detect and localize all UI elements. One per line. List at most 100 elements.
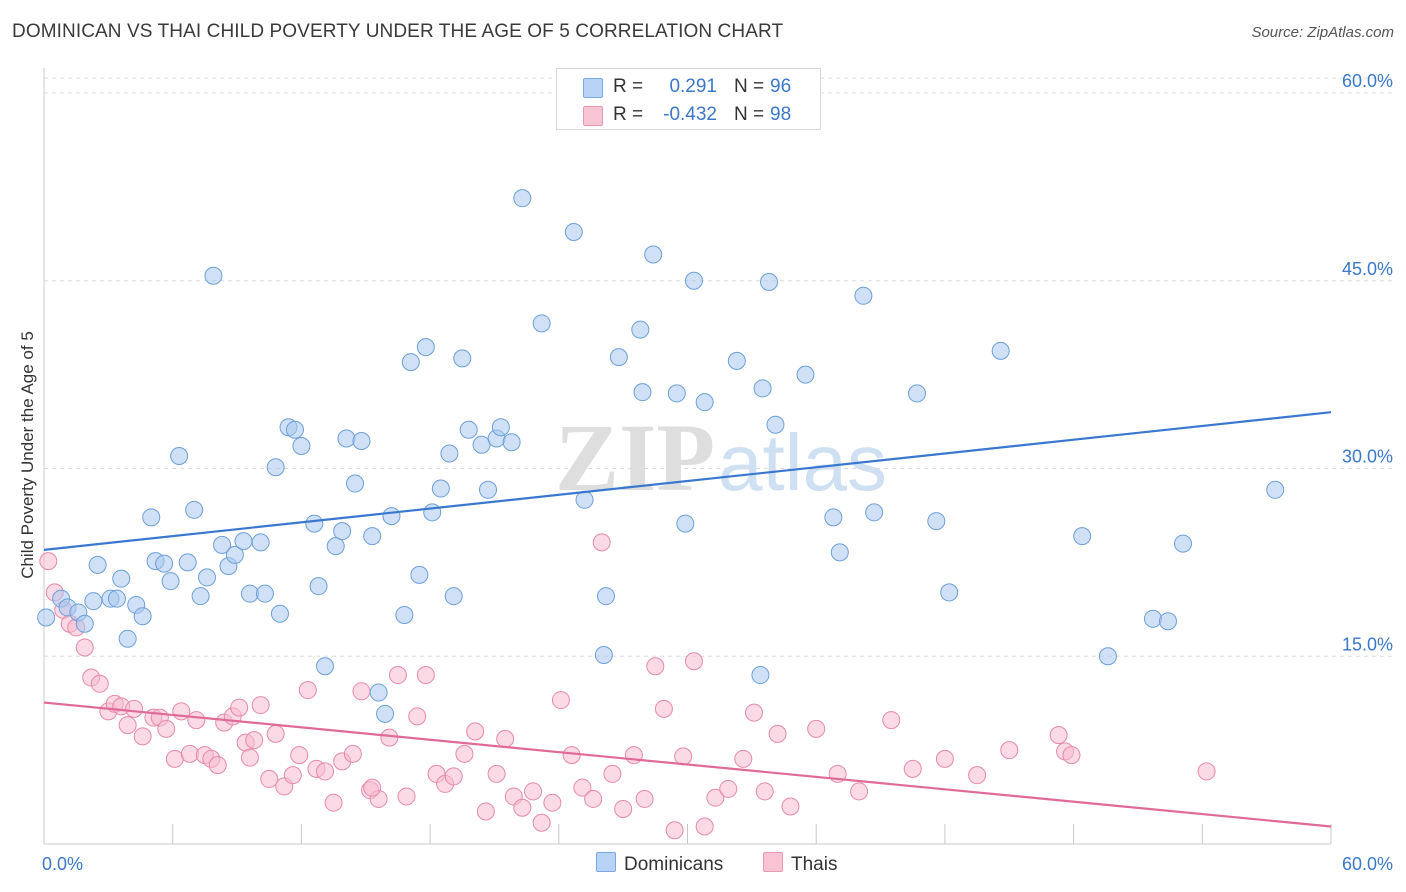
dominican-point (346, 474, 365, 493)
dominican-point (363, 527, 382, 546)
dominican-point (118, 629, 137, 648)
thai-point (39, 552, 58, 571)
x-tick-label: 0.0% (42, 854, 83, 874)
dominican-point (444, 587, 463, 606)
thai-point (614, 799, 633, 818)
thai-point (283, 766, 302, 785)
dominican-point (133, 607, 152, 626)
dominican-point (1073, 527, 1092, 546)
thai-point (603, 764, 622, 783)
dominican-point (234, 532, 253, 551)
dominican-point (161, 572, 180, 591)
dominican-point (337, 429, 356, 448)
dominican-point (676, 514, 695, 533)
thai-point (240, 748, 259, 767)
dominican-point (684, 271, 703, 290)
dominican-point (472, 435, 491, 454)
dominican-point (333, 522, 352, 541)
thai-point (584, 789, 603, 808)
thai-point (903, 759, 922, 778)
dominican-point (266, 458, 285, 477)
thai-point (674, 747, 693, 766)
correlation-legend: R = 0.291 N = 96 R = -0.432 N = 98 (556, 68, 821, 130)
thai-point (416, 666, 435, 685)
thai-point (562, 746, 581, 765)
dominican-point (1098, 647, 1117, 666)
dominican-point (401, 353, 420, 372)
dominican-point (292, 436, 311, 455)
dominican-point (431, 479, 450, 498)
dominican-point (170, 447, 189, 465)
dominican-point (854, 286, 873, 305)
dominican-point (240, 584, 259, 603)
dominican-point (1143, 609, 1162, 628)
thai-point (695, 817, 714, 836)
dominican-point (532, 314, 551, 333)
dominican-point (326, 537, 345, 556)
thais-points (39, 533, 1216, 840)
dominican-point (376, 704, 395, 723)
dominican-point (191, 587, 210, 606)
thai-point (444, 767, 463, 786)
dominican-point (225, 545, 244, 564)
thai-point (75, 638, 94, 657)
thai-point (455, 744, 474, 763)
dominican-point (1266, 480, 1285, 499)
y-tick-label: 15.0% (1342, 634, 1393, 654)
dominican-point (112, 569, 131, 588)
trend-lines (43, 411, 1332, 828)
thai-point (665, 821, 684, 840)
thai-point (466, 722, 485, 741)
y-tick-label: 30.0% (1342, 447, 1393, 467)
dominican-point (824, 508, 843, 527)
dominican-point (1173, 534, 1192, 553)
tick-labels: 15.0% 30.0% 45.0% 60.0% 0.0% 60.0% (42, 71, 1393, 874)
dominican-trend-line (43, 411, 1332, 551)
dominican-point (766, 415, 785, 434)
dominican-point (991, 341, 1010, 360)
dominican-point (185, 500, 204, 519)
dominican-point (753, 379, 772, 398)
legend-n-label: N = (734, 76, 765, 97)
thai-point (513, 798, 532, 817)
thai-point (315, 762, 334, 781)
dominican-point (596, 587, 615, 606)
thai-point (408, 707, 427, 726)
thai-point (719, 779, 738, 798)
dominican-point (727, 351, 746, 370)
source-note: Source: ZipAtlas.com (1251, 24, 1394, 41)
thai-point (260, 769, 279, 788)
dominican-point (751, 666, 770, 685)
dominican-point (416, 338, 435, 357)
dominican-point (178, 553, 197, 572)
dominican-point (142, 508, 161, 527)
thai-point (781, 797, 800, 816)
thai-point (524, 782, 543, 801)
dominican-point (382, 507, 401, 526)
dominican-point (760, 273, 779, 292)
dominican-point (575, 490, 594, 509)
thai-point (807, 719, 826, 738)
legend-r-label: R = (613, 104, 644, 125)
dominican-point (251, 533, 270, 552)
thai-point (388, 666, 407, 685)
axes (43, 68, 1332, 845)
thai-point (180, 744, 199, 763)
y-tick-label: 45.0% (1342, 259, 1393, 279)
thai-point (476, 802, 495, 821)
thai-point (646, 657, 665, 676)
legend-swatch-thais (763, 852, 783, 872)
thai-point (592, 533, 611, 552)
legend-item-dominicans: Dominicans (596, 852, 723, 876)
thai-point (324, 793, 343, 812)
thai-point (935, 749, 954, 768)
thai-point (496, 729, 515, 748)
dominican-point (75, 614, 94, 633)
thai-point (1000, 741, 1019, 760)
dominican-point (305, 514, 324, 533)
thai-point (1062, 746, 1081, 765)
dominican-point (309, 577, 328, 596)
dominican-point (213, 535, 232, 554)
dominican-point (423, 503, 442, 522)
